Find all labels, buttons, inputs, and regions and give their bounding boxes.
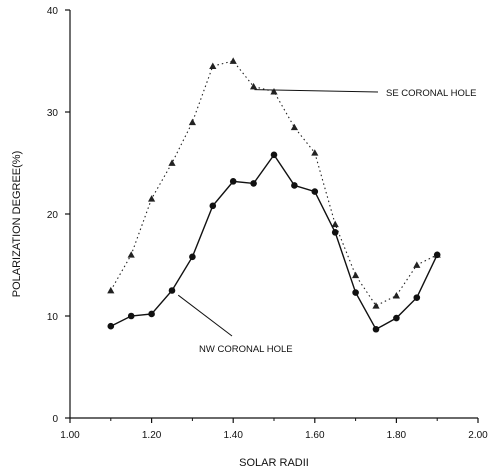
y-tick-label: 10 [47,312,59,323]
data-point [392,292,400,299]
data-point [127,312,135,320]
y-ticks: 0 10 20 30 40 [47,6,70,425]
series-layer [107,57,441,333]
x-tick-label: 1.80 [387,430,407,441]
y-axis-label: POLARIZATION DEGREE(%) [11,151,23,297]
data-point [127,251,135,258]
x-tick-label: 1.00 [60,430,80,441]
series-se-coronal-hole [107,57,441,309]
data-point [433,251,441,259]
x-tick-label: 1.40 [223,430,243,441]
data-point [107,322,115,330]
x-tick-label: 2.00 [468,430,488,441]
data-point [290,123,298,131]
x-tick-label: 1.20 [142,430,162,441]
data-point [331,229,339,236]
data-point [352,271,360,279]
data-point [168,159,176,166]
data-point [148,310,155,318]
annotation-leader [177,294,233,337]
x-tick-label: 1.60 [305,430,325,441]
data-point [393,314,400,322]
y-tick-label: 40 [47,6,59,17]
data-point [413,294,421,301]
data-point [229,178,237,185]
y-tick-label: 20 [47,210,59,221]
axes [69,10,478,419]
annotation-leader [254,89,379,93]
data-point [372,325,380,333]
data-point [270,88,278,95]
series-nw-coronal-hole [107,151,441,333]
data-point [250,82,258,90]
data-point [311,149,319,156]
data-point [107,286,115,294]
data-point [148,195,156,202]
data-point [188,118,196,126]
data-point [189,253,196,261]
data-point [413,261,421,268]
data-point [331,220,339,228]
data-point [209,202,217,210]
annotation-se-coronal-hole: SE CORONAL HOLE [386,88,476,99]
data-point [168,287,176,294]
y-tick-label: 0 [52,414,58,425]
data-point [209,62,217,69]
data-point [291,182,298,189]
y-tick-label: 30 [47,108,59,119]
data-point [270,151,278,159]
series-line [110,153,438,331]
annotations: SE CORONAL HOLE NW CORONAL HOLE [177,88,476,355]
data-point [229,57,237,64]
data-point [352,289,359,296]
data-point [311,188,319,195]
x-axis-label: SOLAR RADII [239,457,309,469]
x-ticks: 1.00 1.20 1.40 1.60 1.80 2.00 [60,418,488,441]
data-point [250,180,257,187]
annotation-nw-coronal-hole: NW CORONAL HOLE [199,344,293,355]
data-point [372,302,380,309]
